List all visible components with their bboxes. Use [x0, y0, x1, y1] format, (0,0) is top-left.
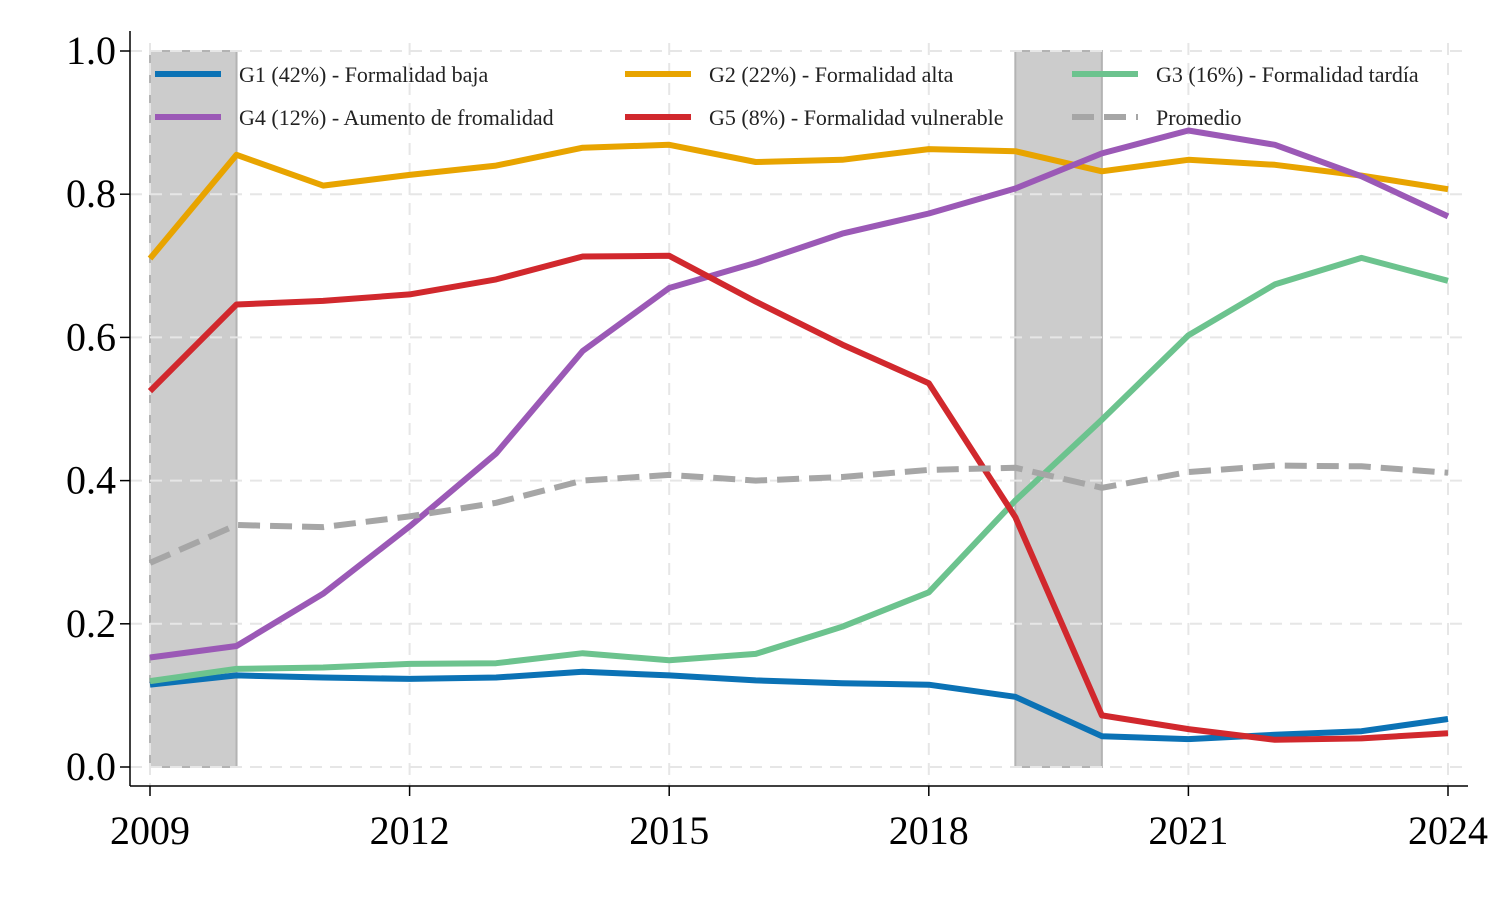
series-line-1 — [149, 668, 1449, 743]
x-axis-ticks: 2009 2012 2015 2018 2021 2024 — [110, 786, 1488, 853]
axes — [129, 31, 1468, 787]
legend-label-6: Promedio — [1156, 105, 1242, 130]
shaded-period-0 — [149, 50, 238, 768]
y-tick-label: 0.8 — [66, 171, 116, 216]
legend-label-2: G2 (22%) - Formalidad alta — [709, 62, 954, 87]
x-tick-label: 2015 — [629, 808, 709, 853]
x-tick-label: 2021 — [1148, 808, 1228, 853]
x-tick-label: 2018 — [889, 808, 969, 853]
series-line-5 — [147, 252, 1449, 743]
legend-label-4: G4 (12%) - Aumento de fromalidad — [239, 105, 554, 130]
series-line-4 — [149, 127, 1450, 661]
legend-label-1: G1 (42%) - Formalidad baja — [239, 62, 488, 87]
y-tick-label: 0.2 — [66, 601, 116, 646]
y-tick-label: 0.6 — [66, 314, 116, 359]
series-lines — [147, 127, 1450, 743]
y-axis-ticks: 0.0 0.2 0.4 0.6 0.8 1.0 — [66, 28, 130, 789]
legend-label-5: G5 (8%) - Formalidad vulnerable — [709, 105, 1003, 130]
series-line-2 — [147, 141, 1449, 261]
series-line-3 — [149, 254, 1449, 685]
x-tick-label: 2012 — [370, 808, 450, 853]
legend: G1 (42%) - Formalidad baja G2 (22%) - For… — [155, 62, 1419, 130]
gridlines — [130, 43, 1468, 786]
series-line-6 — [148, 462, 1449, 566]
x-tick-label: 2009 — [110, 808, 190, 853]
y-tick-label: 0.4 — [66, 458, 116, 503]
legend-label-3: G3 (16%) - Formalidad tardía — [1156, 62, 1419, 87]
y-tick-label: 1.0 — [66, 28, 116, 73]
x-tick-label: 2024 — [1408, 808, 1488, 853]
y-tick-label: 0.0 — [66, 744, 116, 789]
